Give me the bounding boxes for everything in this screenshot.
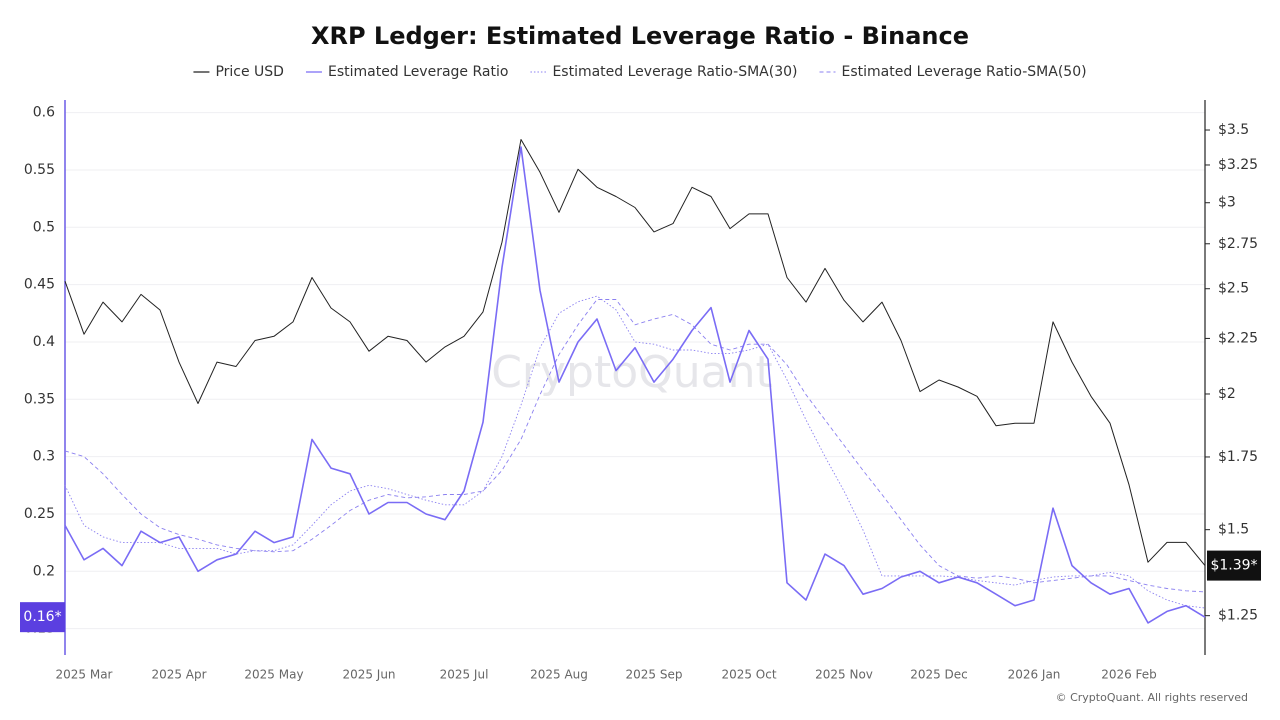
y-tick-label: 0.6 <box>33 105 55 121</box>
legend-label: Estimated Leverage Ratio-SMA(30) <box>552 64 797 80</box>
legend-label: Price USD <box>215 64 284 80</box>
y2-tick-label: $3.5 <box>1218 122 1249 138</box>
series-line <box>64 146 1206 624</box>
x-tick-label: 2025 Dec <box>910 668 968 682</box>
y2-tick-label: $2 <box>1218 386 1236 402</box>
x-tick-label: 2026 Jan <box>1008 668 1061 682</box>
y2-tick-label: $3.25 <box>1218 157 1258 173</box>
y-tick-label: 0.55 <box>24 162 55 178</box>
legend-label: Estimated Leverage Ratio-SMA(50) <box>842 64 1087 80</box>
x-tick-label: 2025 May <box>244 668 303 682</box>
watermark: CryptoQuant <box>491 347 773 398</box>
series-line <box>64 139 1206 566</box>
x-tick-label: 2025 Jun <box>342 668 395 682</box>
y2-tick-label: $2.25 <box>1218 330 1258 346</box>
y-tick-label: 0.45 <box>24 277 55 293</box>
y2-tick-label: $1.25 <box>1218 608 1258 624</box>
x-tick-label: 2025 Nov <box>815 668 873 682</box>
x-tick-label: 2025 Aug <box>530 668 588 682</box>
x-tick-label: 2025 Sep <box>626 668 683 682</box>
y-tick-label: 0.3 <box>33 449 55 465</box>
y2-tick-label: $2.5 <box>1218 281 1249 297</box>
y2-tick-label: $3 <box>1218 195 1236 211</box>
y-tick-label: 0.2 <box>33 563 55 579</box>
end-marker-box <box>20 602 65 633</box>
series-line <box>64 299 1206 593</box>
y2-tick-label: $2.75 <box>1218 236 1258 252</box>
end-marker-label: $1.39* <box>1210 558 1257 574</box>
series-line <box>64 295 1206 609</box>
end-marker: 0.16* <box>20 602 65 633</box>
y-tick-label: 0.5 <box>33 219 55 235</box>
y-tick-label: 0.35 <box>24 391 55 407</box>
x-tick-label: 2025 Mar <box>56 668 113 682</box>
x-tick-label: 2025 Oct <box>721 668 776 682</box>
end-marker-label: 0.16* <box>23 609 61 625</box>
chart-title: XRP Ledger: Estimated Leverage Ratio - B… <box>311 22 969 50</box>
copyright: © CryptoQuant. All rights reserved <box>1056 691 1248 704</box>
x-tick-label: 2026 Feb <box>1101 668 1157 682</box>
legend-label: Estimated Leverage Ratio <box>328 64 508 80</box>
y-tick-label: 0.4 <box>33 334 55 350</box>
y2-tick-label: $1.75 <box>1218 449 1258 465</box>
y-tick-label: 0.25 <box>24 506 55 522</box>
x-tick-label: 2025 Apr <box>151 668 206 682</box>
y2-tick-label: $1.5 <box>1218 522 1249 538</box>
legend: Price USD Estimated Leverage Ratio Estimat… <box>193 64 1087 80</box>
end-marker-box <box>1207 550 1261 581</box>
end-marker: $1.39* <box>1207 550 1261 581</box>
x-tick-label: 2025 Jul <box>440 668 489 682</box>
